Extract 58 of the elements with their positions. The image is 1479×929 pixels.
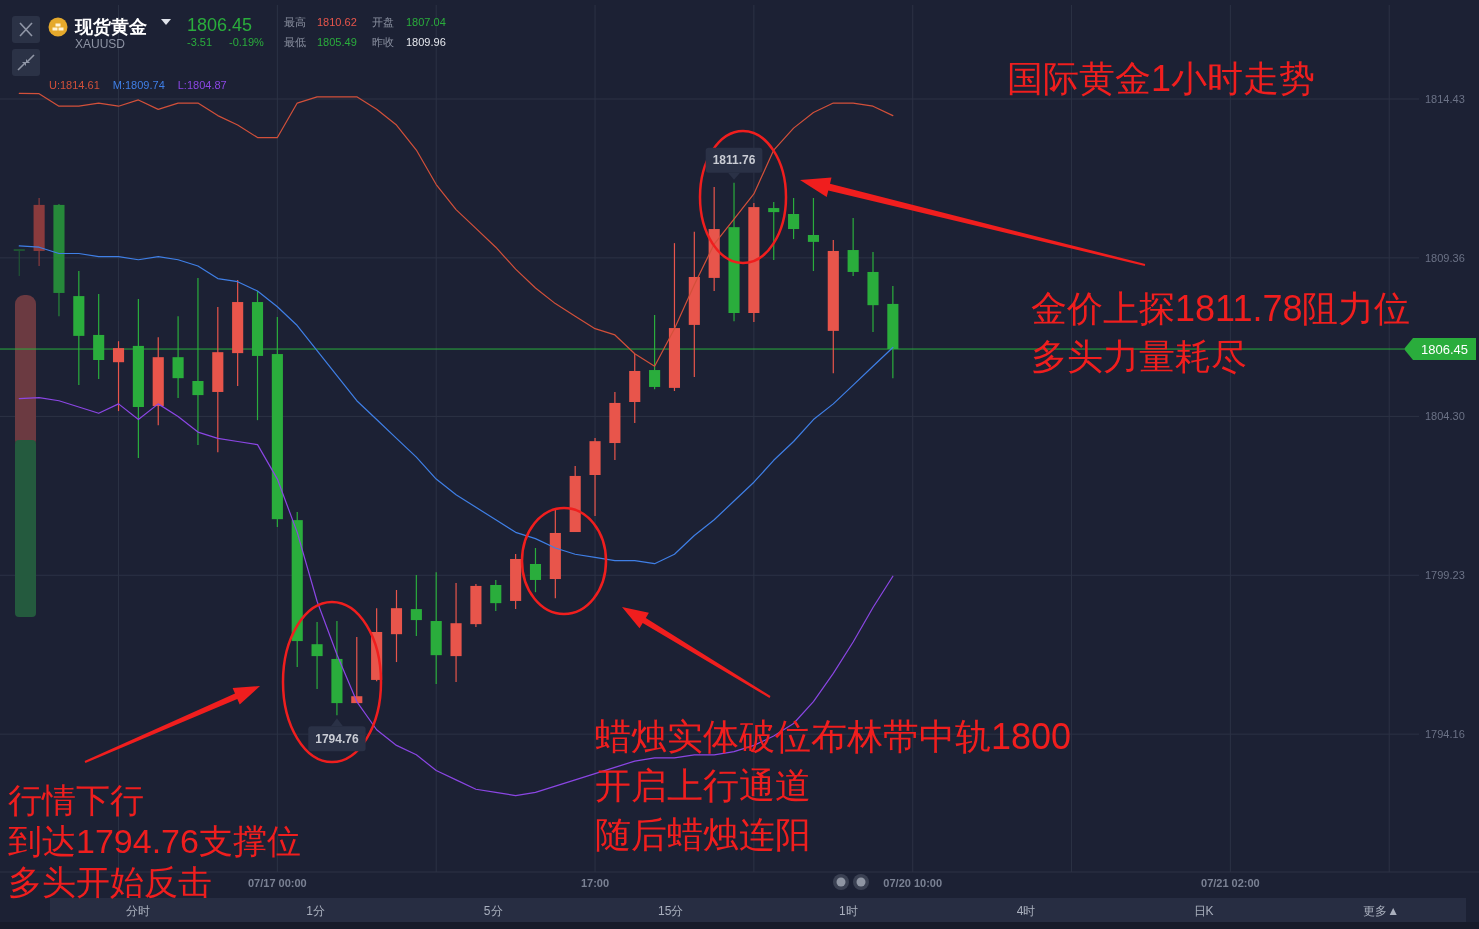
annotation: 最高 (284, 16, 306, 28)
candlestick (807, 197, 819, 272)
candlestick (649, 314, 661, 390)
annotation: 1806.45 (187, 15, 253, 35)
annotation: XAUUSD (75, 37, 126, 51)
y-tick-label: 1804.30 (1425, 410, 1465, 423)
candlestick (847, 217, 859, 277)
y-tick-label: 1799.23 (1425, 569, 1465, 582)
candlestick (529, 547, 542, 593)
annotation: -3.51 (187, 36, 213, 48)
candlestick (490, 579, 502, 612)
annotation: 最低 (284, 36, 306, 48)
candlestick (13, 248, 25, 277)
x-tick-label: 07/20 10:00 (883, 877, 943, 889)
y-tick-label: 1809.36 (1425, 251, 1465, 264)
text: 更多▲ (1363, 904, 1400, 918)
text: 日K (1193, 904, 1214, 918)
candlestick (410, 574, 422, 637)
x-tick-label: 07/21 02:00 (1201, 877, 1260, 889)
text: 1分 (306, 904, 325, 918)
annotation: 1794.76 (315, 732, 359, 747)
candlestick (311, 621, 323, 690)
annotation: 开盘 (372, 16, 394, 28)
y-tick-label: 1814.43 (1425, 93, 1465, 105)
annotation: -0.19% (229, 36, 265, 48)
candlestick (788, 197, 800, 240)
annotation: 随后蜡烛连阳 (595, 814, 811, 855)
annotation: 金价上探1811.78阻力位 (1031, 288, 1411, 329)
callout: 1794.76 (308, 718, 366, 752)
annotation: 多头力量耗尽 (1031, 336, 1247, 377)
x-tick-label: 07/17 00:00 (248, 877, 307, 889)
annotation: 1810.62 (317, 16, 357, 28)
price-tag: 1806.45 (1404, 338, 1476, 361)
x-tick-label: 17:00 (580, 877, 610, 889)
annotation: 昨收 (372, 36, 394, 48)
legend-item: U:1814.61 (49, 79, 100, 91)
annotation: 1807.04 (406, 16, 446, 28)
text: 5分 (483, 904, 503, 918)
annotation: 行情下行 (8, 781, 144, 819)
legend-item: L:1804.87 (177, 79, 227, 91)
y-tick-label: 1794.16 (1425, 728, 1465, 741)
annotation: 1811.76 (712, 153, 756, 168)
annotation: 1805.49 (317, 36, 357, 48)
candlestick (192, 277, 204, 446)
text: 1时 (839, 904, 858, 918)
text: 分时 (126, 904, 150, 918)
annotation: 1809.96 (406, 36, 446, 48)
candlestick (172, 315, 184, 399)
text: 4时 (1016, 904, 1036, 918)
annotation: 多头开始反击 (8, 863, 212, 901)
candlestick (112, 340, 125, 412)
annotation: 现货黄金 (74, 17, 147, 37)
annotation: 到达1794.76支撑位 (8, 822, 301, 860)
text: 15分 (658, 904, 684, 918)
candlestick (768, 201, 780, 261)
annotation: 开启上行通道 (595, 765, 811, 806)
legend-item: M:1809.74 (112, 79, 165, 91)
text: 国际黄金1小时走势 (1007, 58, 1316, 99)
